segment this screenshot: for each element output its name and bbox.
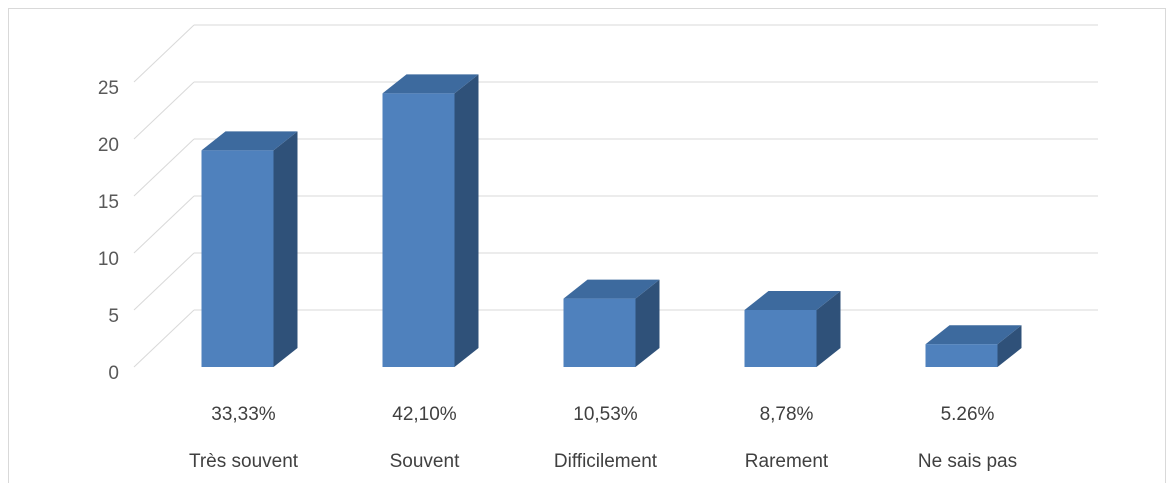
y-tick-label: 10 <box>98 249 119 270</box>
bar-side <box>273 131 298 367</box>
bar-side <box>635 279 660 367</box>
gridline-diagonal <box>133 309 195 368</box>
y-axis-ticks: 0 5 10 15 20 25 <box>98 78 119 384</box>
gridline-diagonal <box>133 24 195 83</box>
gridline-diagonal <box>133 81 195 140</box>
bar-front <box>382 93 455 368</box>
bar-front <box>201 150 274 367</box>
bar-top <box>382 74 479 94</box>
y-tick-label: 25 <box>98 78 119 99</box>
bar-top <box>201 131 298 151</box>
category-label: Souvent <box>390 451 460 472</box>
category-label: Rarement <box>745 451 829 472</box>
chart-frame: 0 5 10 15 20 25 33,33% 42,10% 10,53% 8,78% 5.26% … <box>8 8 1166 483</box>
data-label: 33,33% <box>211 404 276 425</box>
bar <box>925 325 1022 367</box>
data-labels: 33,33% 42,10% 10,53% 8,78% 5.26% <box>211 404 994 425</box>
bar <box>563 279 660 367</box>
bar-top <box>563 279 660 299</box>
bar <box>382 74 479 368</box>
data-label: 42,10% <box>392 404 457 425</box>
bar-side <box>816 291 841 367</box>
y-tick-label: 0 <box>108 363 119 384</box>
data-label: 10,53% <box>573 404 638 425</box>
gridlines <box>133 24 1098 368</box>
bar-top <box>925 325 1022 345</box>
y-tick-label: 5 <box>108 306 119 327</box>
bar-side <box>997 325 1022 367</box>
bar-front <box>925 344 998 367</box>
category-label: Difficilement <box>554 451 658 472</box>
category-labels: Très souvent Souvent Difficilement Rarement… <box>189 451 1017 472</box>
category-label: Très souvent <box>189 451 299 472</box>
gridline-diagonal <box>133 195 195 254</box>
gridline-diagonal <box>133 138 195 197</box>
bars <box>201 74 1022 368</box>
bar <box>201 131 298 367</box>
y-tick-label: 15 <box>98 192 119 213</box>
gridline-diagonal <box>133 252 195 311</box>
bar <box>744 291 841 367</box>
bar-side <box>454 74 479 368</box>
data-label: 5.26% <box>941 404 995 425</box>
category-label: Ne sais pas <box>918 451 1017 472</box>
bar-front <box>744 310 817 367</box>
bar-front <box>563 298 636 367</box>
bar-top <box>744 291 841 310</box>
data-label: 8,78% <box>760 404 814 425</box>
y-tick-label: 20 <box>98 135 119 156</box>
